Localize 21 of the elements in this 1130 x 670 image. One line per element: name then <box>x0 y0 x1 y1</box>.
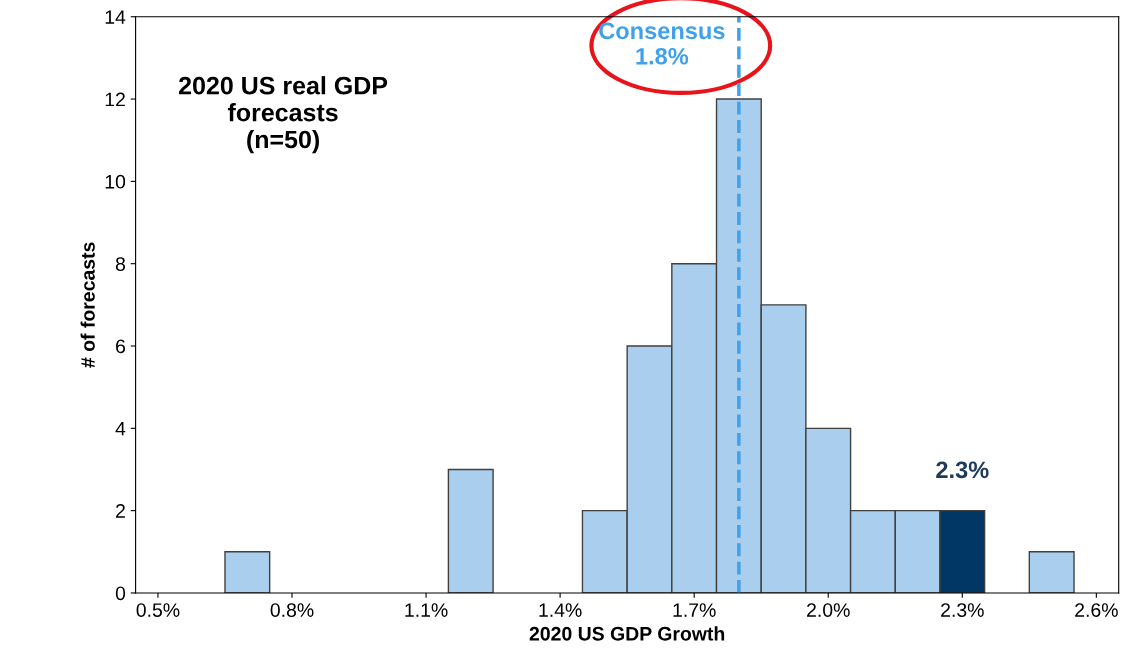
annotation: 2.3% <box>936 461 989 479</box>
y-tick-label: 14 <box>105 10 126 24</box>
y-tick-label: 6 <box>116 339 126 354</box>
x-tick-label: 1.4% <box>539 603 582 617</box>
x-tick-label: 2.3% <box>941 603 984 617</box>
y-tick-label: 4 <box>115 421 126 436</box>
ref-line-label: Consensus 1.8% <box>599 22 725 65</box>
y-tick-label: 8 <box>115 257 126 271</box>
x-tick-label: 0.8% <box>270 603 314 617</box>
y-tick-label: 10 <box>105 174 126 189</box>
x-axis-title: 2020 US GDP Growth <box>529 626 725 641</box>
x-tick-label: 1.7% <box>673 603 716 617</box>
x-tick-label: 1.1% <box>405 603 448 617</box>
x-tick-label: 0.5% <box>136 603 180 617</box>
x-tick-label: 2.6% <box>1075 603 1118 617</box>
y-tick-label: 12 <box>105 92 125 107</box>
x-tick-label: 2.0% <box>807 603 850 617</box>
annotation: 2020 US real GDP forecasts (n=50) <box>179 76 388 154</box>
y-tick-label: 2 <box>116 504 125 518</box>
y-axis-title: # of forecasts <box>80 242 95 368</box>
y-tick-label: 0 <box>115 586 126 601</box>
